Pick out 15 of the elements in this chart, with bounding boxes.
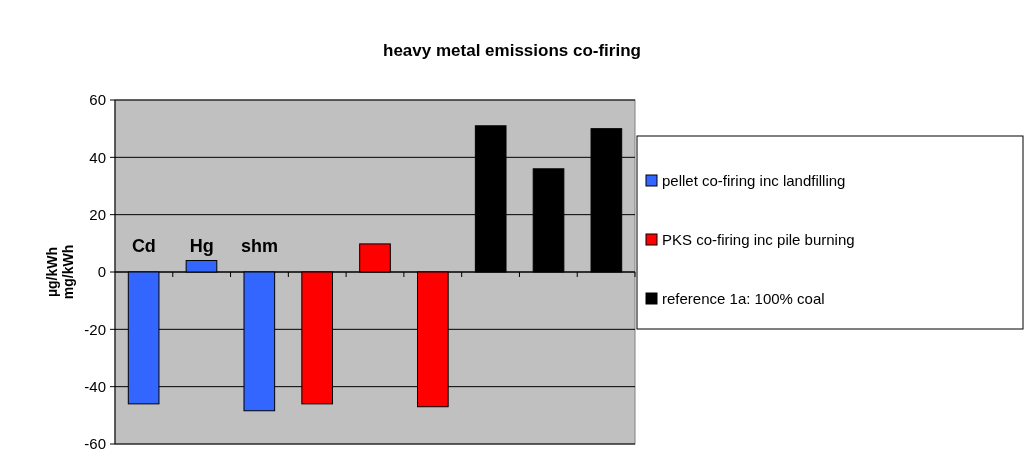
y-tick-label: 20 [89, 205, 106, 223]
legend-label: pellet co-firing inc landfilling [662, 172, 846, 190]
y-tick-label: -20 [84, 320, 106, 338]
annotation: Cd [131, 235, 156, 256]
annotation: Hg [189, 235, 214, 256]
legend-label: reference 1a: 100% coal [662, 290, 825, 308]
y-axis-title: µg/kWh mg/kWh [44, 244, 77, 300]
y-tick-label: -60 [84, 435, 106, 453]
y-tick-label: 40 [89, 148, 106, 166]
annotation: shm [240, 235, 278, 256]
y-tick-label: 0 [97, 263, 106, 281]
legend-label: PKS co-firing inc pile burning [662, 231, 855, 249]
y-tick-label: -40 [84, 377, 106, 395]
chart-title: heavy metal emissions co-firing [383, 41, 641, 60]
y-tick-label: 60 [89, 91, 106, 109]
